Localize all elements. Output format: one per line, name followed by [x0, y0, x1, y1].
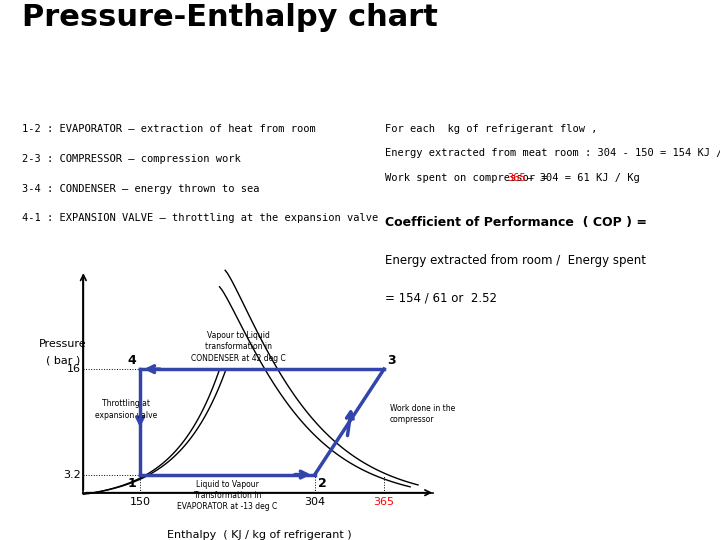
Text: 3.2: 3.2	[63, 470, 81, 480]
Text: Work done in the
compressor: Work done in the compressor	[390, 403, 455, 424]
Text: 2-3 : COMPRESSOR – compression work: 2-3 : COMPRESSOR – compression work	[22, 154, 240, 164]
Text: Enthalpy  ( KJ / kg of refrigerant ): Enthalpy ( KJ / kg of refrigerant )	[167, 530, 351, 540]
Text: 304: 304	[305, 497, 325, 507]
Text: 365: 365	[374, 497, 395, 507]
Text: – 304 = 61 KJ / Kg: – 304 = 61 KJ / Kg	[521, 173, 640, 183]
Text: Energy extracted from meat room : 304 - 150 = 154 KJ /kg: Energy extracted from meat room : 304 - …	[385, 148, 720, 159]
Text: Vapour to Liquid
transformation in
CONDENSER at 42 deg C: Vapour to Liquid transformation in CONDE…	[192, 332, 286, 362]
Text: 3: 3	[387, 354, 396, 367]
Text: 4-1 : EXPANSION VALVE – throttling at the expansion valve: 4-1 : EXPANSION VALVE – throttling at th…	[22, 213, 378, 224]
Text: 2: 2	[318, 477, 327, 490]
Text: 4: 4	[128, 354, 137, 367]
Text: 16: 16	[67, 364, 81, 374]
Text: Work spent on compressor =: Work spent on compressor =	[385, 173, 554, 183]
Text: 1-2 : EVAPORATOR – extraction of heat from room: 1-2 : EVAPORATOR – extraction of heat fr…	[22, 124, 315, 134]
Text: Pressure-Enthalpy chart: Pressure-Enthalpy chart	[22, 3, 438, 32]
Text: 150: 150	[130, 497, 150, 507]
Text: Liquid to Vapour
Transformation in
EVAPORATOR at -13 deg C: Liquid to Vapour Transformation in EVAPO…	[177, 480, 277, 511]
Text: 365: 365	[508, 173, 526, 183]
Text: Pressure: Pressure	[39, 340, 86, 349]
Text: = 154 / 61 or  2.52: = 154 / 61 or 2.52	[385, 292, 498, 305]
Text: Throttling at
expansion valve: Throttling at expansion valve	[95, 400, 158, 420]
Text: 1: 1	[128, 477, 137, 490]
Text: 3-4 : CONDENSER – energy thrown to sea: 3-4 : CONDENSER – energy thrown to sea	[22, 184, 259, 194]
Text: Energy extracted from room /  Energy spent: Energy extracted from room / Energy spen…	[385, 254, 647, 267]
Text: Coefficient of Performance  ( COP ) =: Coefficient of Performance ( COP ) =	[385, 216, 647, 229]
Text: For each  kg of refrigerant flow ,: For each kg of refrigerant flow ,	[385, 124, 598, 134]
Text: ( bar ): ( bar )	[46, 356, 80, 366]
